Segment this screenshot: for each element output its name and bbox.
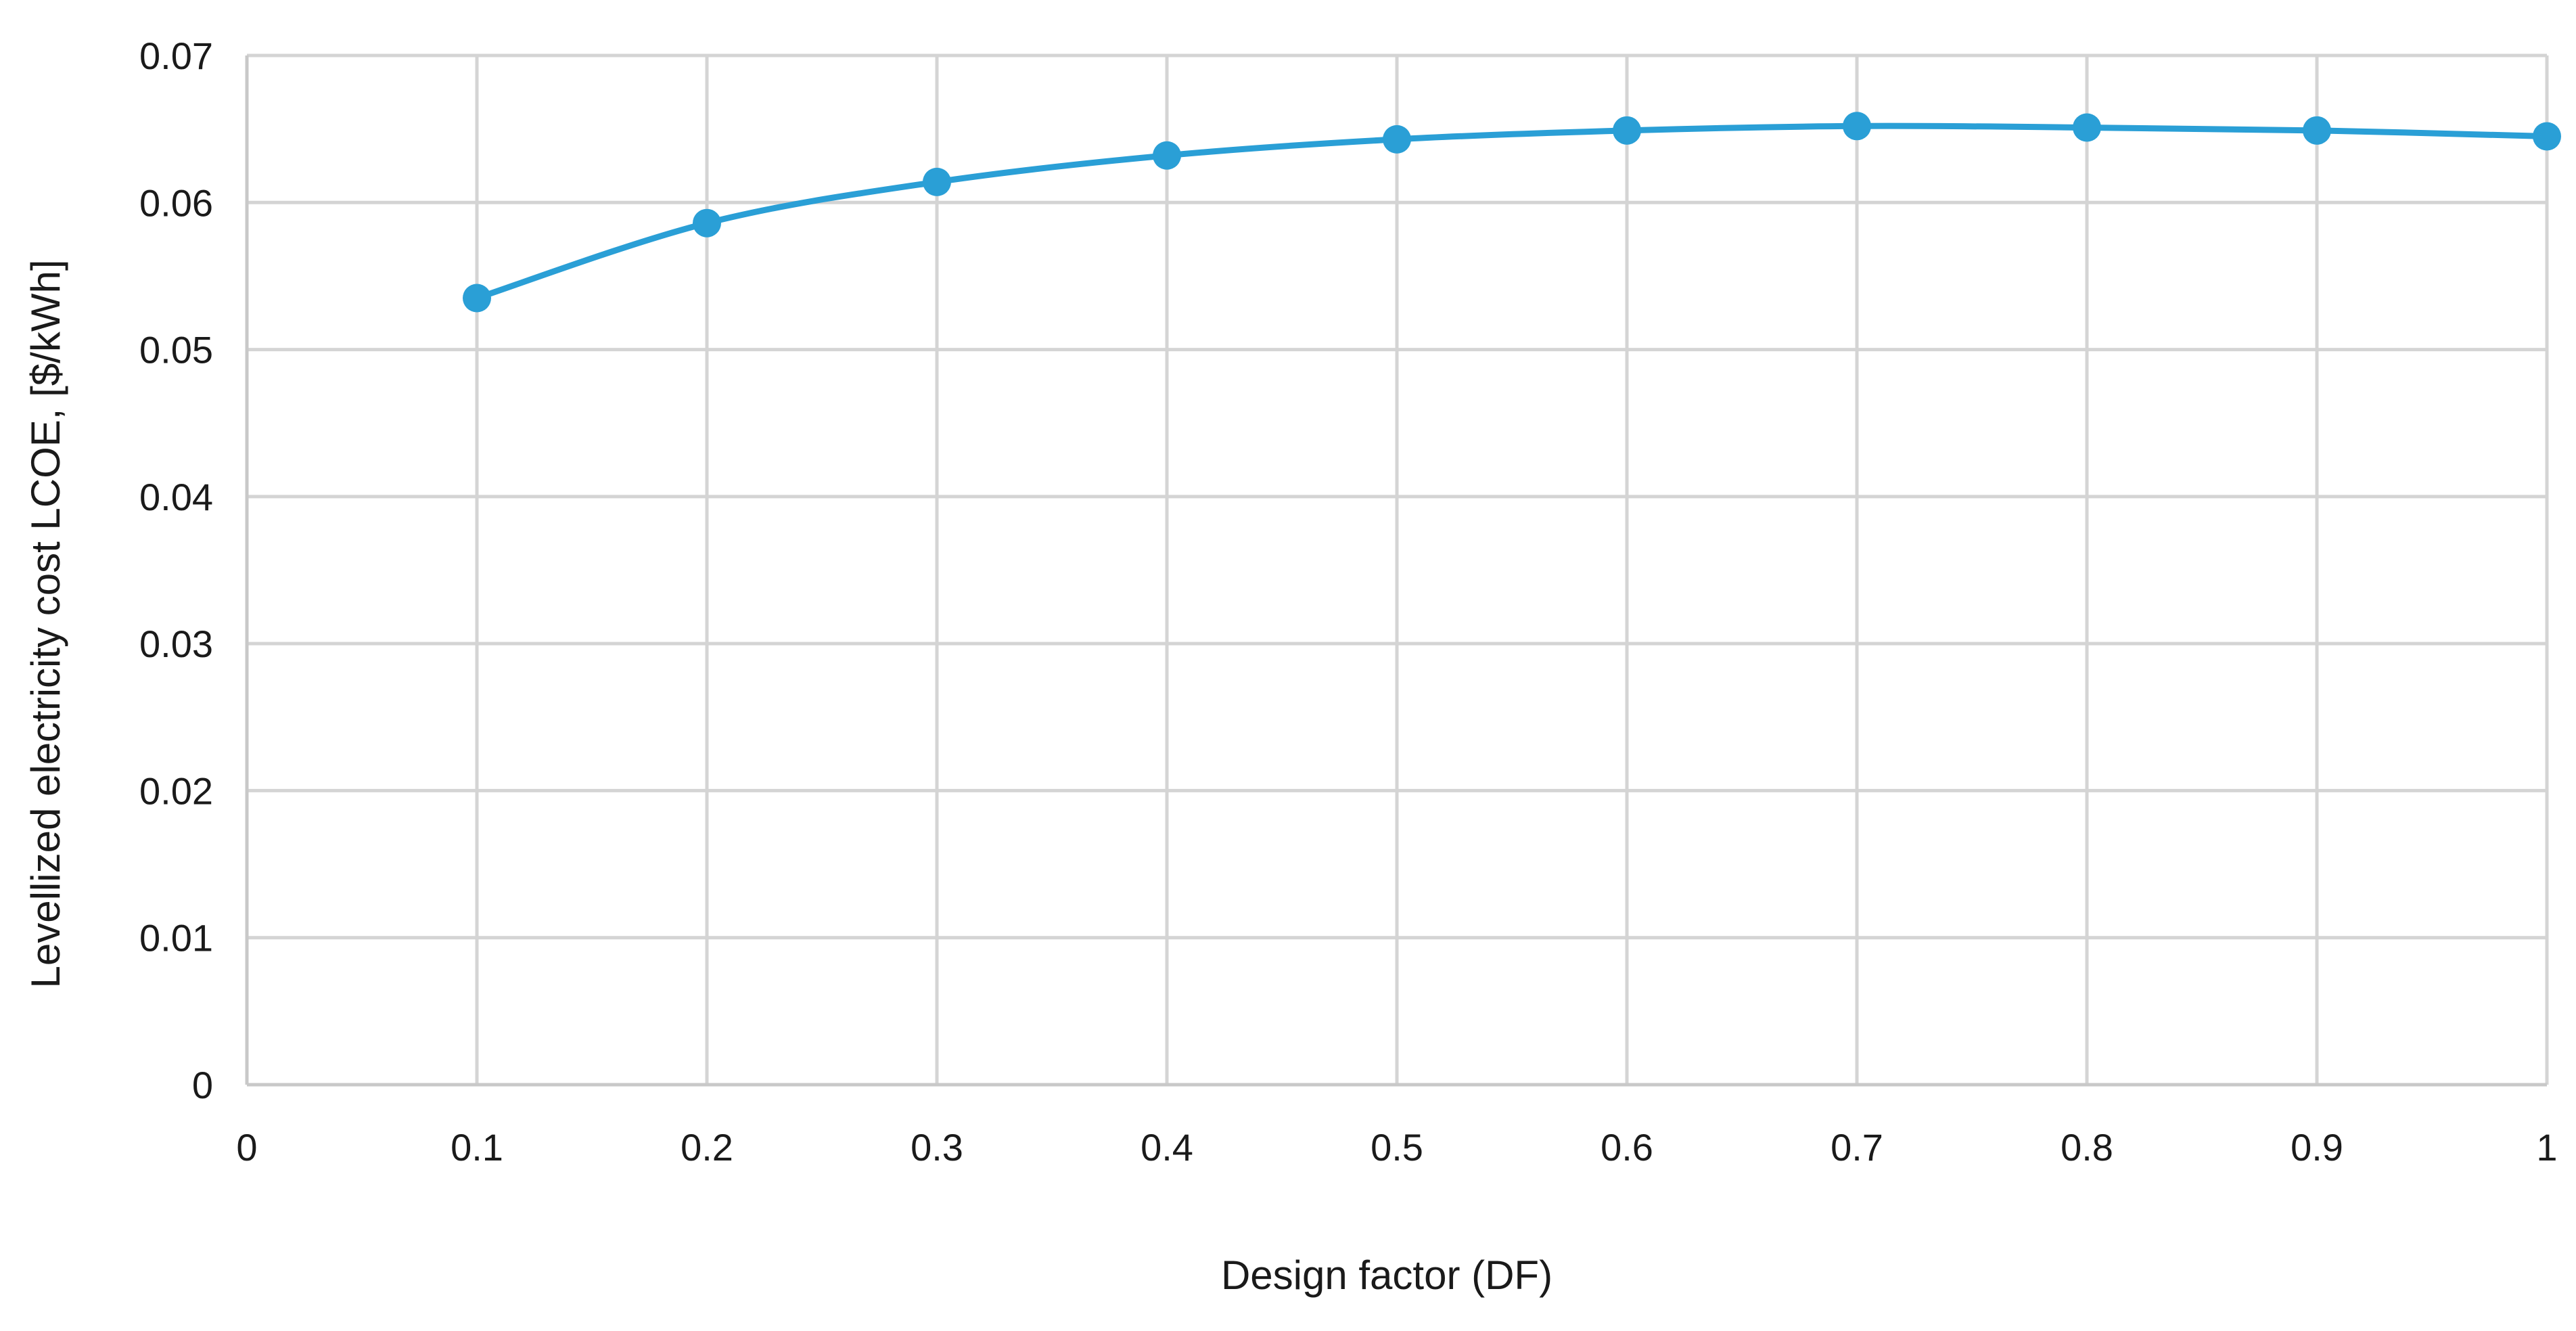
data-point-marker bbox=[693, 208, 721, 238]
y-tick-label: 0.02 bbox=[139, 769, 213, 812]
data-point-marker bbox=[1383, 125, 1411, 154]
data-point-marker bbox=[1843, 112, 1871, 141]
x-tick-label: 0 bbox=[236, 1126, 257, 1169]
y-axis-title: Levellized electricity cost LCOE, [$/kWh… bbox=[23, 259, 68, 988]
label-layer: 0 0.01 0.02 0.03 0.04 0.05 0.06 0.07 0 0.1 0.2 0.3 0… bbox=[139, 35, 2558, 1169]
x-tick-label: 0.9 bbox=[2291, 1126, 2343, 1169]
x-tick-label: 0.3 bbox=[911, 1126, 963, 1169]
y-tick-label: 0.03 bbox=[139, 623, 213, 665]
x-tick-label: 0.7 bbox=[1831, 1126, 1883, 1169]
series-line bbox=[474, 122, 2550, 302]
data-point-marker bbox=[2533, 122, 2561, 151]
grid-layer bbox=[247, 53, 2549, 1085]
x-tick-label: 0.2 bbox=[681, 1126, 733, 1169]
x-tick-label: 0.5 bbox=[1371, 1126, 1423, 1169]
y-tick-label: 0.06 bbox=[139, 181, 213, 224]
data-point-marker bbox=[2073, 113, 2101, 142]
x-axis-title: Design factor (DF) bbox=[1221, 1253, 1552, 1298]
data-point-marker bbox=[1153, 141, 1181, 170]
y-tick-label: 0.04 bbox=[139, 476, 213, 518]
x-tick-label: 0.1 bbox=[451, 1126, 503, 1169]
data-point-marker bbox=[2303, 116, 2331, 145]
x-tick-label: 0.4 bbox=[1141, 1126, 1193, 1169]
series-layer bbox=[463, 112, 2561, 313]
data-point-marker bbox=[463, 284, 491, 313]
y-tick-label: 0 bbox=[192, 1064, 213, 1106]
data-point-marker bbox=[923, 167, 951, 196]
x-tick-label: 1 bbox=[2536, 1126, 2557, 1169]
axis-layer bbox=[245, 55, 2547, 1087]
data-point-marker bbox=[1613, 116, 1641, 145]
x-tick-label: 0.8 bbox=[2061, 1126, 2113, 1169]
x-tick-label: 0.6 bbox=[1601, 1126, 1653, 1169]
y-tick-label: 0.01 bbox=[139, 917, 213, 960]
y-tick-label: 0.07 bbox=[139, 35, 213, 77]
y-tick-label: 0.05 bbox=[139, 329, 213, 371]
